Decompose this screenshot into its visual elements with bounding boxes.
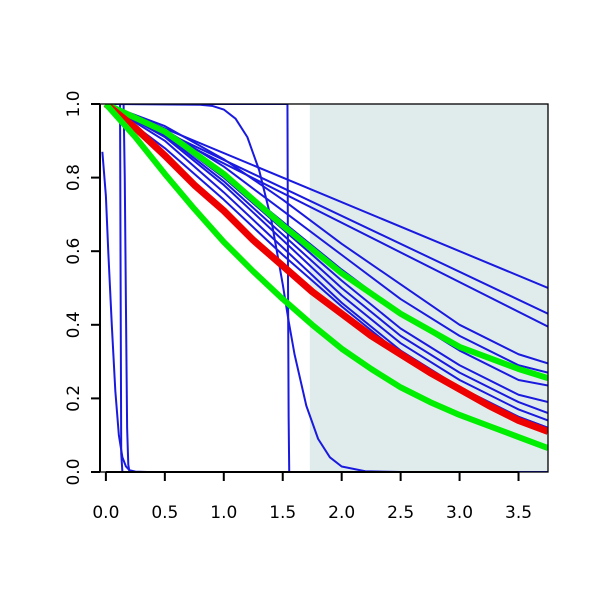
x-axis: 0.0 0.5 1.0 1.5 2.0 2.5 3.0 3.5 (92, 471, 532, 523)
y-tick-label: 0.2 (64, 385, 84, 412)
series-line-red-17 (103, 104, 548, 435)
y-tick-label: 0.8 (64, 164, 84, 191)
series-line-blue-12 (105, 104, 548, 415)
series-line-blue-8 (105, 104, 548, 365)
series-line-blue-2 (117, 104, 124, 472)
y-axis: 0.0 0.2 0.4 0.6 0.8 1.0 (64, 90, 101, 486)
y-tick-label: 0.0 (64, 458, 84, 485)
x-tick-label: 0.0 (92, 503, 119, 523)
y-tick-label: 0.6 (64, 238, 84, 265)
x-tick-label: 2.0 (328, 503, 355, 523)
series-line-blue-13 (105, 104, 548, 422)
x-tick-label: 3.5 (505, 503, 532, 523)
x-tick-label: 2.5 (387, 503, 414, 523)
x-tick-label: 0.5 (151, 503, 178, 523)
x-tick-label: 1.5 (269, 503, 296, 523)
x-tick-label: 3.0 (446, 503, 473, 523)
series-line-green-16 (104, 104, 548, 382)
y-tick-label: 0.4 (64, 311, 84, 338)
series-line-blue-3 (105, 104, 291, 472)
y-tick-label: 1.0 (64, 90, 84, 117)
series-line-green-18 (103, 104, 548, 451)
series-layer (101, 104, 548, 472)
x-tick-label: 1.0 (210, 503, 237, 523)
